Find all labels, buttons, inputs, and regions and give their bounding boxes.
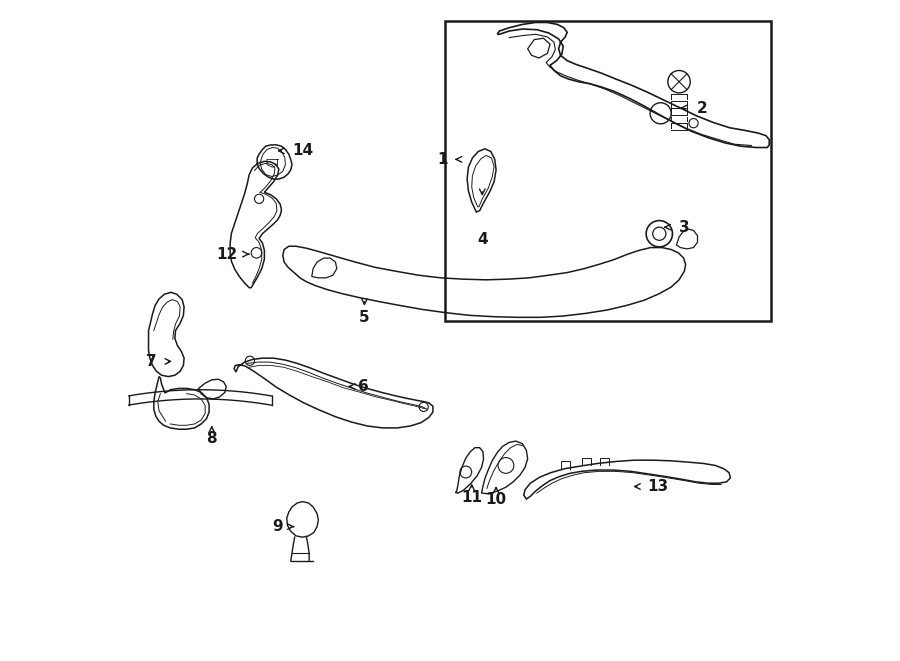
Text: 5: 5: [359, 310, 370, 325]
Text: 2: 2: [697, 100, 707, 116]
Text: 3: 3: [680, 219, 689, 235]
Text: 1: 1: [437, 152, 448, 167]
Text: 6: 6: [358, 379, 369, 394]
Text: 7: 7: [147, 354, 158, 369]
Text: 13: 13: [647, 479, 669, 494]
Text: 9: 9: [272, 519, 283, 534]
Text: 10: 10: [485, 492, 507, 507]
Text: 12: 12: [217, 247, 239, 262]
Text: 8: 8: [206, 431, 217, 446]
Text: 14: 14: [292, 143, 313, 158]
Text: 11: 11: [461, 490, 482, 505]
Bar: [445, 21, 770, 321]
Text: 4: 4: [477, 232, 488, 247]
